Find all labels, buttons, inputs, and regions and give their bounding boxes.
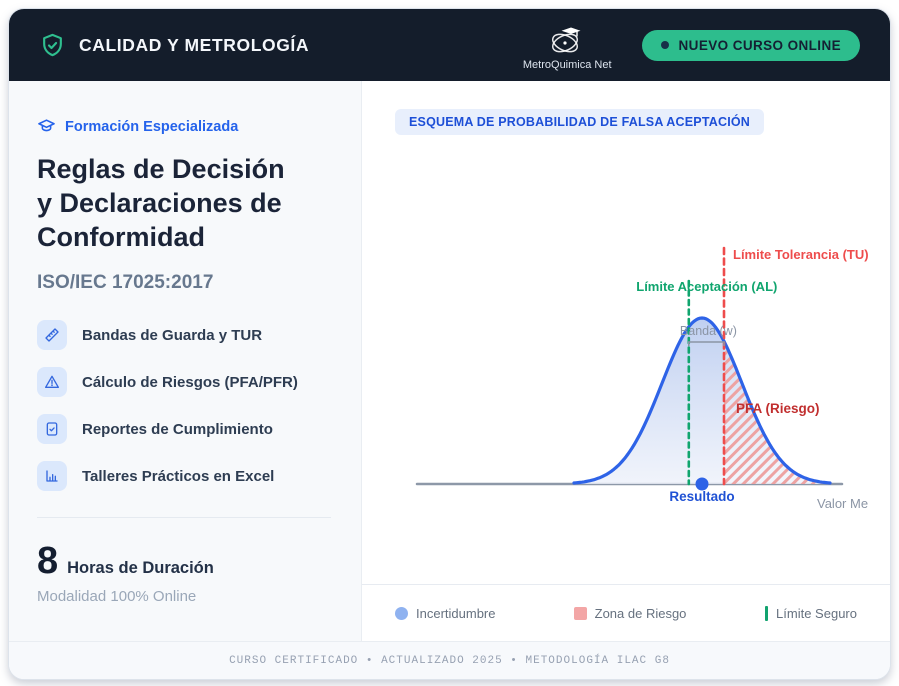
divider — [37, 517, 331, 519]
course-card: CALIDAD Y METROLOGÍA MetroQuimica Net NU… — [8, 8, 891, 680]
bar-chart-icon — [37, 461, 67, 492]
new-course-button-label: NUEVO CURSO ONLINE — [678, 37, 841, 53]
legend-item-zona-riesgo: Zona de Riesgo — [573, 605, 687, 621]
legend-label: Zona de Riesgo — [594, 605, 687, 621]
pfa-chart — [415, 246, 844, 491]
duration-hours: 8 — [37, 540, 59, 583]
brand: CALIDAD Y METROLOGÍA — [39, 32, 523, 59]
shield-check-icon — [39, 32, 66, 59]
footer: CURSO CERTIFICADO • ACTUALIZADO 2025 • M… — [9, 641, 890, 679]
feature-label: Bandas de Guarda y TUR — [82, 326, 263, 344]
status-dot-icon — [660, 41, 669, 49]
standard-reference: ISO/IEC 17025:2017 — [37, 272, 214, 294]
duration: 8 Horas de Duración — [37, 542, 331, 580]
guard-band-label: Banda (w) — [679, 324, 737, 338]
pfa-risk-area — [724, 341, 830, 484]
chart-title-badge: ESQUEMA DE PROBABILIDAD DE FALSA ACEPTAC… — [395, 109, 765, 135]
result-label: Resultado — [669, 489, 735, 504]
feature-label: Reportes de Cumplimiento — [82, 420, 273, 438]
uncertainty-curve — [572, 316, 832, 485]
file-check-icon — [37, 414, 67, 445]
modality: Modalidad 100% Online — [37, 588, 197, 606]
chart-panel: ESQUEMA DE PROBABILIDAD DE FALSA ACEPTAC… — [361, 81, 890, 641]
feature-item-talleres: Talleres Prácticos en Excel — [37, 461, 331, 492]
feature-item-riesgos: Cálculo de Riesgos (PFA/PFR) — [37, 367, 331, 398]
feature-item-reportes: Reportes de Cumplimiento — [37, 414, 331, 445]
legend-label: Límite Seguro — [776, 605, 857, 621]
graduation-cap-icon — [37, 117, 56, 136]
result-point — [695, 477, 709, 491]
course-title-line: Conformidad — [37, 222, 205, 253]
guard-band-bracket — [688, 341, 725, 346]
course-info-panel: Formación Especializada Reglas de Decisi… — [9, 81, 361, 641]
risk-zone-swatch-icon — [573, 606, 587, 620]
course-title: Reglas de Decisión y Declaraciones de Co… — [37, 152, 331, 254]
new-course-button[interactable]: NUEVO CURSO ONLINE — [641, 29, 860, 61]
kicker-label: Formación Especializada — [65, 118, 239, 135]
alert-triangle-icon — [37, 367, 67, 398]
chart-legend: Incertidumbre Zona de Riesgo Límite Segu… — [362, 584, 890, 641]
acceptance-limit-label: Límite Aceptación (AL) — [636, 279, 778, 294]
feature-label: Talleres Prácticos en Excel — [82, 467, 275, 485]
feature-list: Bandas de Guarda y TUR Cálculo de Riesgo… — [37, 320, 331, 492]
legend-item-limite-seguro: Límite Seguro — [764, 605, 857, 621]
uncertainty-swatch-icon — [395, 606, 408, 620]
brand-title: CALIDAD Y METROLOGÍA — [79, 34, 310, 55]
footer-text: CURSO CERTIFICADO • ACTUALIZADO 2025 • M… — [229, 654, 670, 667]
safe-limit-swatch-icon — [764, 605, 769, 621]
logo-caption: MetroQuimica Net — [522, 58, 612, 71]
tolerance-limit-label: Límite Tolerancia (TU) — [733, 247, 869, 262]
metroquimica-logo-icon — [544, 20, 590, 58]
feature-item-bandas: Bandas de Guarda y TUR — [37, 320, 331, 351]
top-bar: CALIDAD Y METROLOGÍA MetroQuimica Net NU… — [9, 9, 890, 81]
course-title-line: y Declaraciones de — [37, 188, 282, 219]
main-content: Formación Especializada Reglas de Decisi… — [9, 81, 890, 641]
pfa-risk-label: PFA (Riesgo) — [736, 401, 820, 416]
feature-label: Cálculo de Riesgos (PFA/PFR) — [82, 373, 298, 391]
duration-label: Horas de Duración — [67, 559, 214, 578]
ruler-icon — [37, 320, 67, 351]
kicker: Formación Especializada — [37, 117, 331, 136]
legend-item-incertidumbre: Incertidumbre — [395, 606, 495, 621]
legend-label: Incertidumbre — [416, 605, 496, 621]
x-axis-label: Valor Me — [817, 496, 869, 511]
logo: MetroQuimica Net — [523, 20, 612, 71]
course-title-line: Reglas de Decisión — [37, 154, 285, 184]
